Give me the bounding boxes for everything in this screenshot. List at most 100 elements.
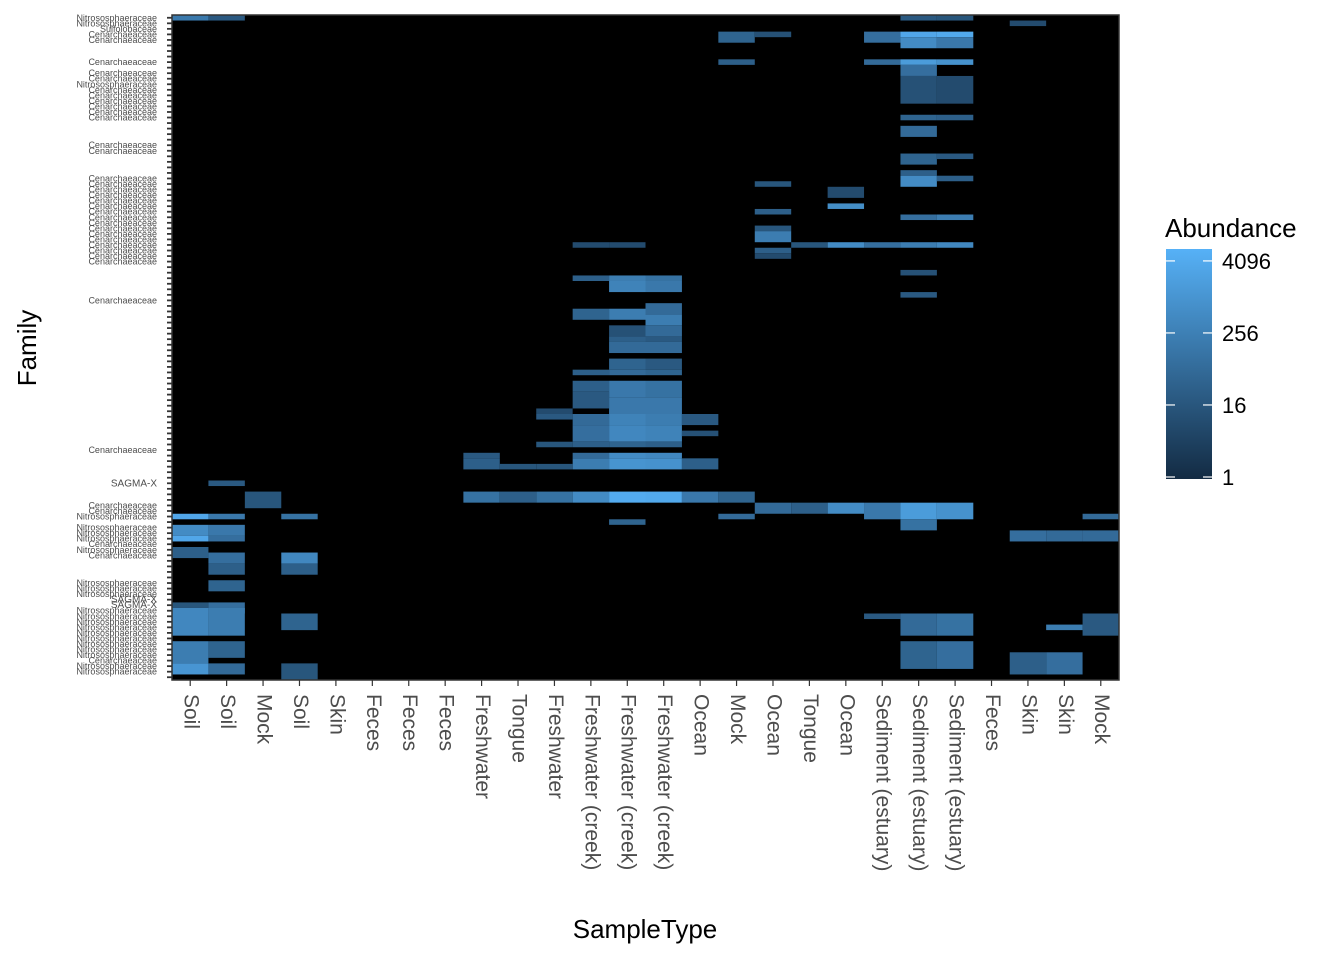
heatmap-cell bbox=[572, 242, 610, 248]
y-tick-label: Cenarchaeaceae bbox=[88, 101, 157, 111]
heatmap-cell bbox=[645, 414, 682, 426]
heatmap-cell bbox=[244, 491, 282, 509]
y-tick-label: Cenarchaeaceae bbox=[88, 445, 157, 455]
y-tick-label: Cenarchaeaceae bbox=[88, 229, 157, 239]
x-tick-label: Freshwater bbox=[471, 694, 494, 799]
legend-tick-label: 16 bbox=[1222, 393, 1246, 418]
heatmap-cell bbox=[827, 242, 865, 248]
y-tick-label: Cenarchaeaceae bbox=[88, 113, 157, 123]
legend-tick-label: 4096 bbox=[1222, 249, 1271, 274]
heatmap-cell bbox=[208, 15, 245, 21]
y-tick-label: Nitrososphaeraceae bbox=[76, 584, 157, 594]
heatmap-cell bbox=[609, 336, 646, 342]
y-tick-label: Nitrososphaeraceae bbox=[76, 523, 157, 533]
heatmap-cell bbox=[1046, 624, 1083, 631]
x-tick-label: Mock bbox=[1090, 694, 1113, 745]
heatmap-cell bbox=[281, 552, 318, 564]
y-tick-label: Nitrososphaeraceae bbox=[76, 667, 157, 677]
heatmap-cell bbox=[536, 408, 573, 414]
y-axis-labels: NitrososphaeraceaeNitrososphaeraceaeSulf… bbox=[76, 13, 157, 677]
heatmap-cell bbox=[645, 281, 682, 293]
heatmap-cell bbox=[900, 214, 937, 221]
x-tick-label: Soil bbox=[180, 694, 203, 729]
heatmap-cell bbox=[718, 31, 755, 43]
y-tick-label: Nitrososphaeraceae bbox=[76, 18, 157, 28]
heatmap-cell bbox=[1082, 530, 1119, 542]
heatmap-cell bbox=[936, 153, 974, 160]
y-tick-label: Cenarchaeaceae bbox=[88, 539, 157, 549]
y-tick-label: Nitrososphaeraceae bbox=[76, 79, 157, 89]
legend-colorbar bbox=[1166, 249, 1212, 479]
heatmap-cell bbox=[1009, 20, 1047, 27]
heatmap-cell bbox=[208, 663, 245, 675]
heatmap-cell bbox=[572, 425, 610, 442]
x-tick-label: Soil bbox=[289, 694, 312, 729]
x-tick-label: Mock bbox=[726, 694, 749, 745]
heatmap-cell bbox=[572, 308, 610, 320]
heatmap-cell bbox=[609, 358, 646, 370]
heatmap-cell bbox=[281, 513, 318, 520]
x-tick-label: Skin bbox=[325, 694, 348, 735]
y-tick-label: Cenarchaeaceae bbox=[88, 35, 157, 45]
y-tick-label: Cenarchaeaceae bbox=[88, 218, 157, 228]
heatmap-cell bbox=[718, 59, 755, 65]
heatmap-cell bbox=[572, 458, 610, 470]
y-tick-label: Nitrososphaeraceae bbox=[76, 645, 157, 655]
heatmap-cell bbox=[208, 563, 245, 575]
heatmap-cell bbox=[609, 325, 646, 337]
y-tick-label: SAGMA-X bbox=[111, 600, 157, 611]
y-tick-label: Nitrososphaeraceae bbox=[76, 13, 157, 23]
heatmap-cell bbox=[936, 31, 974, 38]
heatmap-cell bbox=[754, 502, 792, 514]
heatmap-cell bbox=[754, 247, 792, 254]
heatmap-cells bbox=[172, 15, 1119, 681]
heatmap-cell bbox=[208, 535, 245, 542]
legend-title: Abundance bbox=[1165, 213, 1297, 243]
heatmap-cell bbox=[827, 203, 865, 209]
heatmap-cell bbox=[172, 607, 209, 636]
y-tick-label: Cenarchaeaceae bbox=[88, 107, 157, 117]
y-tick-label: Cenarchaeaceae bbox=[88, 179, 157, 189]
legend-tick-label: 1 bbox=[1222, 465, 1234, 490]
y-tick-label: Nitrososphaeraceae bbox=[76, 650, 157, 660]
plot-border bbox=[171, 14, 1120, 681]
heatmap-cell bbox=[1082, 513, 1119, 520]
y-tick-label: Nitrososphaeraceae bbox=[76, 545, 157, 555]
x-axis-ticks bbox=[189, 680, 1102, 686]
heatmap-cell bbox=[572, 369, 610, 376]
y-tick-label: Cenarchaeaceae bbox=[88, 96, 157, 106]
heatmap-cell bbox=[936, 214, 974, 221]
heatmap-cell bbox=[208, 524, 245, 536]
heatmap-cell bbox=[645, 380, 682, 398]
y-tick-label: Cenarchaeaceae bbox=[88, 140, 157, 150]
heatmap-cell bbox=[609, 308, 646, 320]
heatmap-cell bbox=[900, 613, 937, 636]
heatmap-cell bbox=[208, 580, 245, 592]
heatmap-cell bbox=[609, 341, 646, 354]
heatmap-cell bbox=[645, 275, 682, 281]
heatmap-cell bbox=[609, 491, 646, 503]
x-tick-label: Ocean bbox=[762, 694, 785, 756]
y-tick-label: Cenarchaeaceae bbox=[88, 57, 157, 67]
heatmap-cell bbox=[900, 125, 937, 137]
heatmap-cell bbox=[1009, 530, 1047, 542]
heatmap-cell bbox=[609, 380, 646, 398]
heatmap-cell bbox=[718, 513, 755, 520]
heatmap-cell bbox=[645, 358, 682, 370]
x-tick-label: Feces bbox=[398, 694, 421, 751]
heatmap-cell bbox=[900, 170, 937, 176]
x-tick-label: Soil bbox=[216, 694, 239, 729]
heatmap-cell bbox=[499, 491, 537, 503]
heatmap-cell bbox=[900, 37, 937, 49]
heatmap-cell bbox=[572, 414, 610, 426]
y-tick-label: Nitrososphaeraceae bbox=[76, 589, 157, 599]
heatmap-cell bbox=[572, 452, 610, 459]
x-tick-label: Feces bbox=[435, 694, 458, 751]
heatmap-cell bbox=[208, 602, 245, 614]
y-tick-label: Cenarchaeaceae bbox=[88, 295, 157, 305]
heatmap-cell bbox=[208, 552, 245, 564]
heatmap-cell bbox=[463, 491, 500, 503]
y-tick-label: Cenarchaeaceae bbox=[88, 500, 157, 510]
heatmap-cell bbox=[754, 181, 792, 187]
heatmap-cell bbox=[645, 325, 682, 337]
